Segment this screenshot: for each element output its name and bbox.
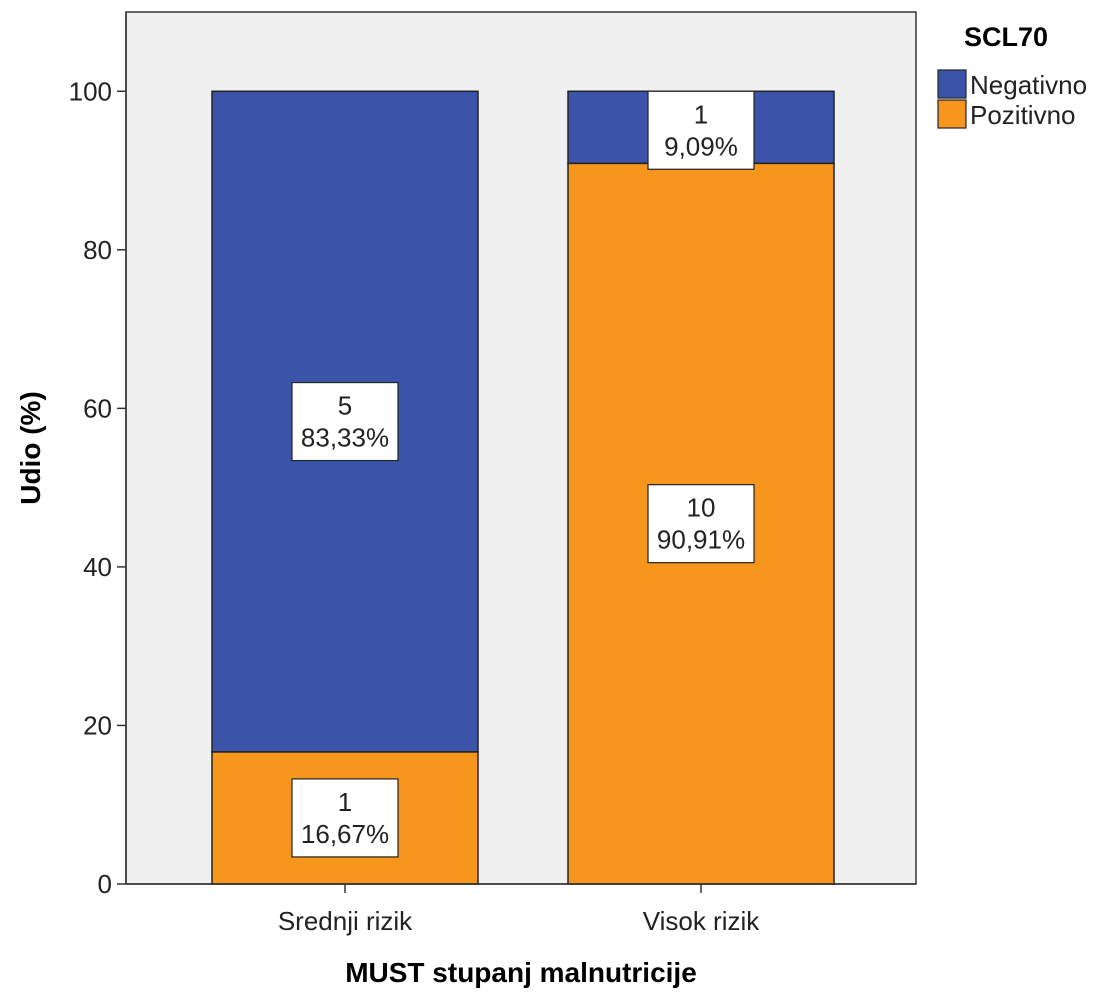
data-label-box [291, 778, 399, 858]
y-axis-title: Udio (%) [15, 391, 46, 505]
data-label-count: 5 [338, 391, 352, 421]
data-label-percent: 90,91% [657, 525, 745, 555]
x-axis-title: MUST stupanj malnutricije [345, 957, 697, 988]
y-tick-label: 60 [83, 393, 112, 423]
data-label-count: 10 [687, 493, 716, 523]
legend-swatch [937, 69, 967, 99]
y-tick-label: 0 [98, 869, 112, 899]
data-label-box [291, 381, 399, 462]
data-label-box [647, 90, 755, 170]
x-axis: Srednji rizik Visok rizik [126, 883, 916, 936]
x-tick-label: Srednji rizik [278, 906, 413, 936]
legend-swatch [937, 99, 967, 129]
data-label-percent: 9,09% [664, 131, 738, 161]
legend-label: Negativno [970, 70, 1087, 100]
legend-title: SCL70 [964, 22, 1048, 52]
y-tick-label: 100 [69, 76, 112, 106]
legend-label: Pozitivno [970, 100, 1076, 130]
y-axis: 0 20 40 60 80 100 [69, 12, 127, 899]
data-label-box [647, 484, 755, 564]
data-label-percent: 16,67% [301, 819, 389, 849]
x-tick-label: Visok rizik [643, 906, 761, 936]
y-tick-label: 80 [83, 235, 112, 265]
data-label-percent: 83,33% [301, 423, 389, 453]
y-tick-label: 20 [83, 710, 112, 740]
data-label-count: 1 [338, 787, 352, 817]
data-label-count: 1 [694, 99, 708, 129]
y-tick-label: 40 [83, 552, 112, 582]
